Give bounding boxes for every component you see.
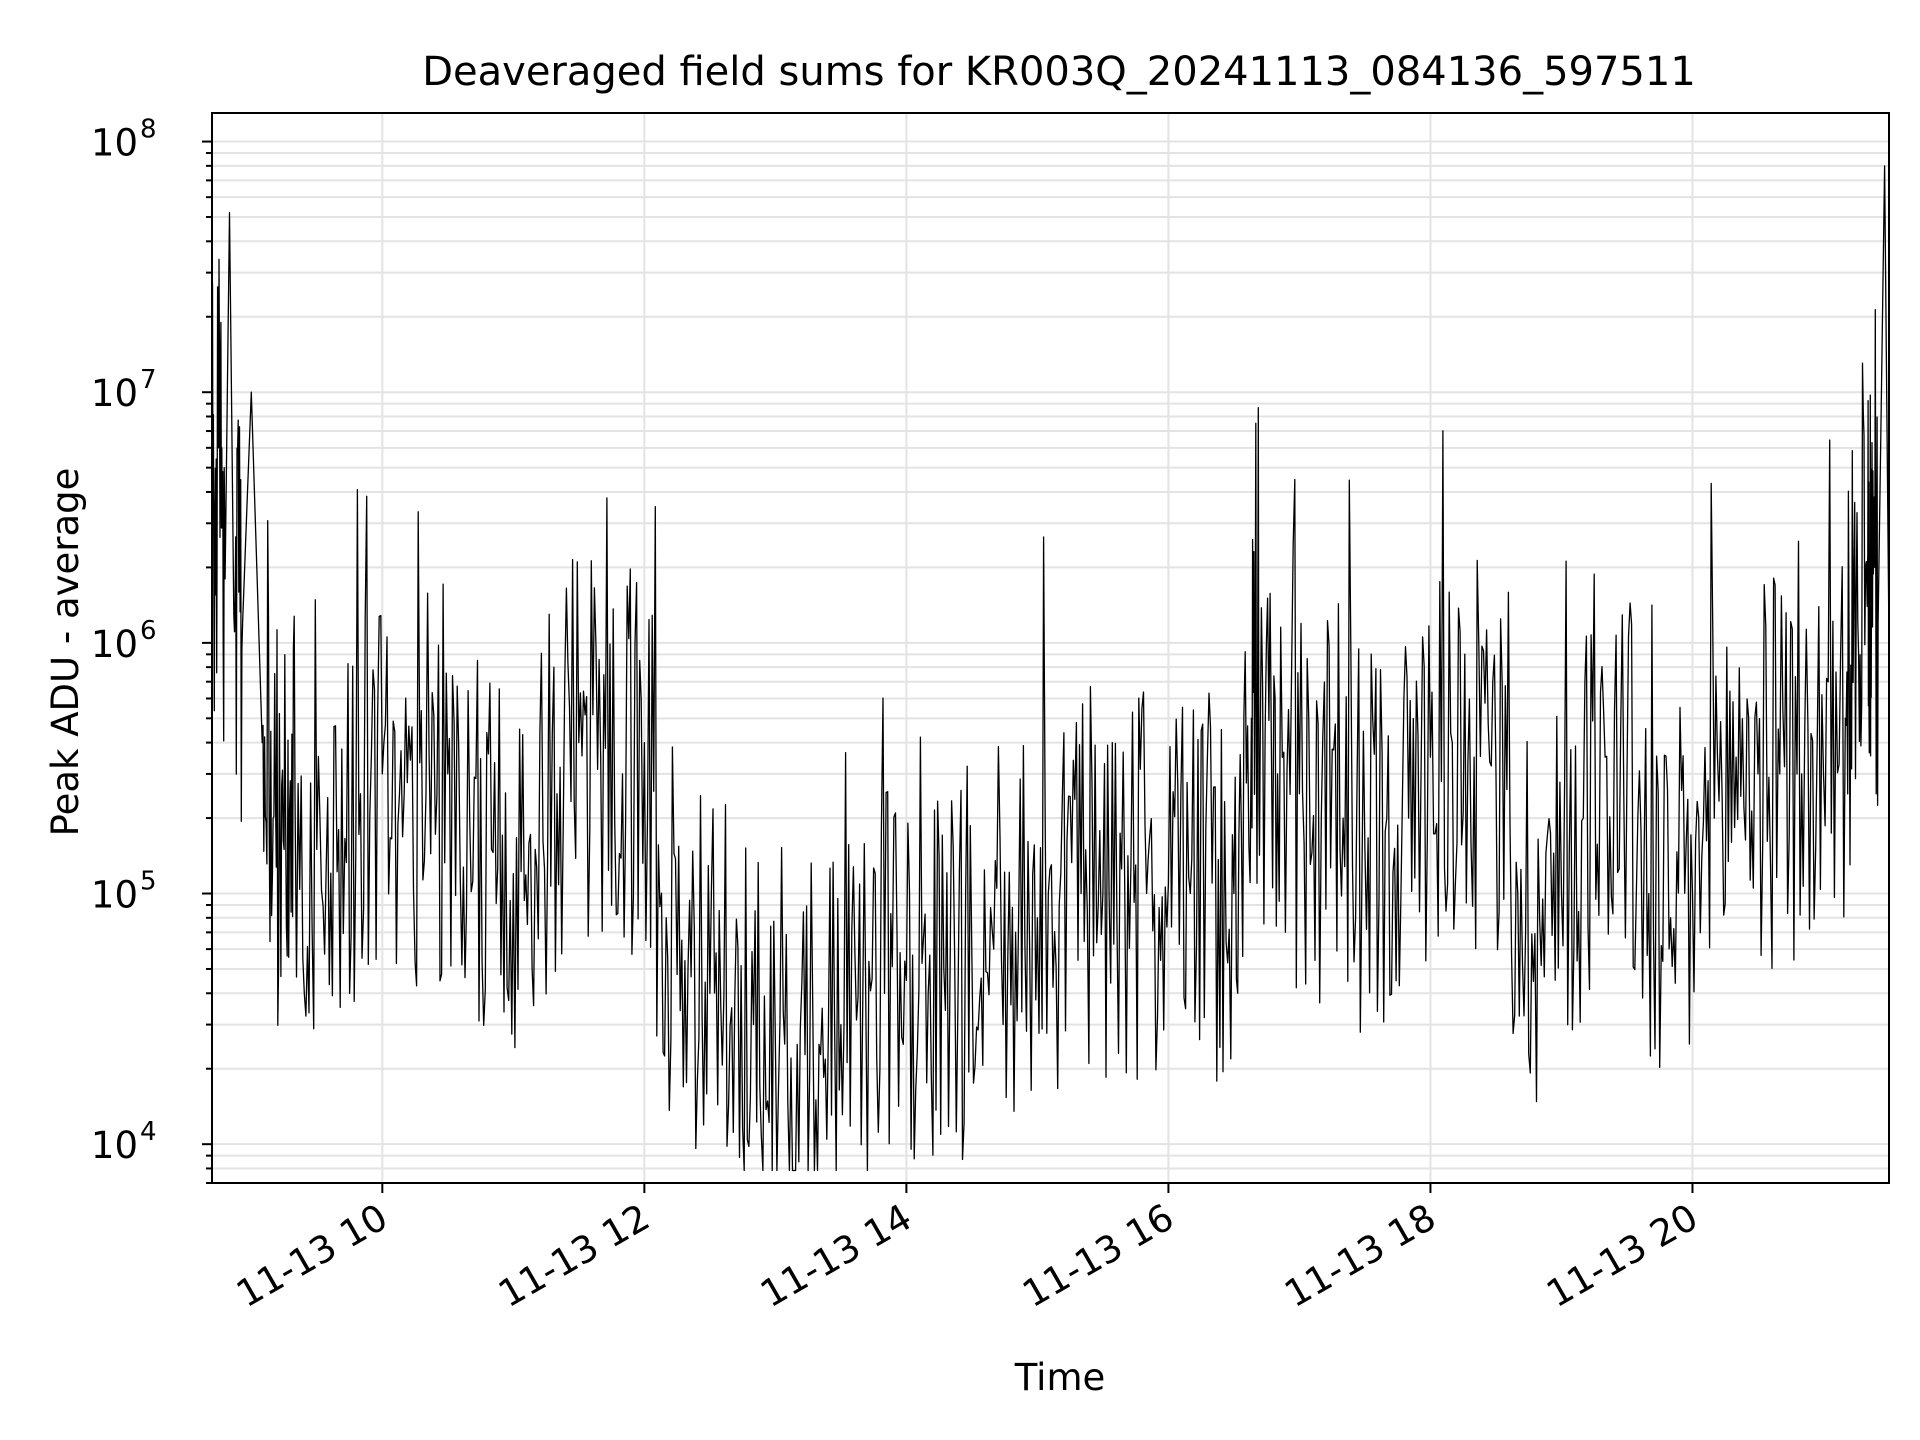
x-tick-label: 11-13 18 [1277, 1196, 1443, 1316]
chart-title: Deaveraged field sums for KR003Q_2024111… [422, 49, 1696, 95]
x-axis-label: Time [1014, 1356, 1106, 1399]
x-axis: 11-13 10 11-13 12 11-13 14 11-13 16 11-13 18… [229, 1183, 1705, 1316]
x-tick-label: 11-13 12 [491, 1196, 657, 1316]
y-tick-label: 10 6 [91, 616, 157, 666]
data-series-line [211, 165, 1890, 1172]
y-tick-label: 10 8 [91, 115, 157, 165]
y-tick-label-exponent: 6 [140, 616, 157, 646]
y-tick-label-exponent: 8 [140, 115, 157, 145]
y-tick-label-base: 10 [91, 1124, 138, 1167]
y-tick-label: 10 5 [91, 867, 157, 917]
grid-lines [212, 113, 1889, 1184]
series-layer [211, 165, 1890, 1172]
x-tick-label: 11-13 20 [1539, 1196, 1705, 1316]
x-tick-label: 11-13 14 [753, 1196, 919, 1316]
y-tick-label-base: 10 [91, 372, 138, 415]
y-tick-label: 10 4 [91, 1117, 157, 1167]
y-tick-label-exponent: 7 [140, 365, 157, 395]
x-tick-label: 11-13 10 [229, 1196, 395, 1316]
y-tick-label-exponent: 5 [140, 867, 157, 897]
plot-area-frame [211, 112, 1890, 1184]
y-tick-label-base: 10 [91, 122, 138, 165]
y-tick-label-base: 10 [91, 623, 138, 666]
y-tick-label-base: 10 [91, 874, 138, 917]
x-tick-label: 11-13 16 [1015, 1196, 1181, 1316]
y-tick-label: 10 7 [91, 365, 157, 415]
y-axis-label: Peak ADU - average [44, 468, 87, 837]
y-tick-label-exponent: 4 [140, 1117, 157, 1147]
